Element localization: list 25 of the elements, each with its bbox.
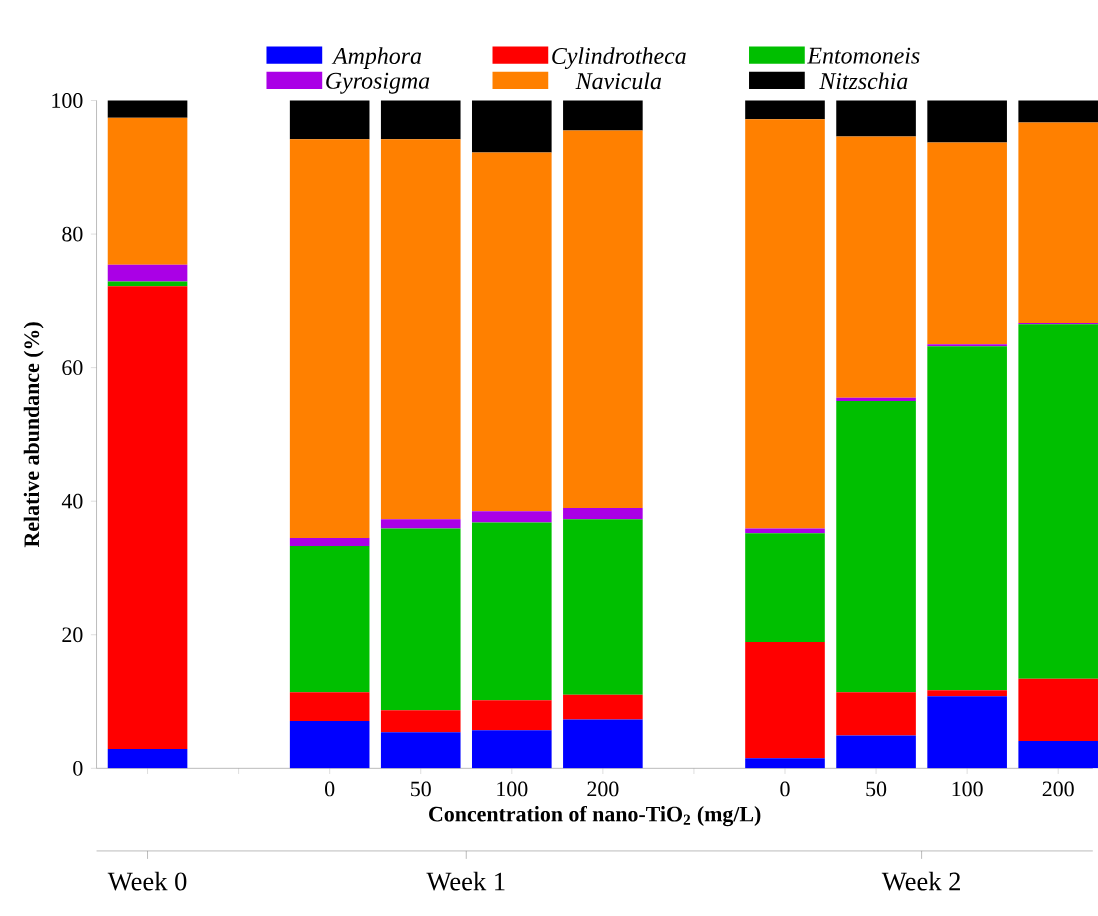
legend-label: Gyrosigma <box>326 72 430 94</box>
x-tick-label: 0 <box>780 781 790 797</box>
y-tick-label: 20 <box>62 627 83 643</box>
x-tick-label: 200 <box>587 781 619 797</box>
y-tick-label: 0 <box>73 761 83 776</box>
x-tick-label: 50 <box>411 781 431 797</box>
y-tick-label: 80 <box>62 226 83 242</box>
legend-label: Amphora <box>331 47 422 70</box>
text: Week 0 <box>107 871 187 891</box>
legend-label: Cylindrotheca <box>552 47 686 70</box>
text: Week 1 <box>426 871 505 891</box>
legend-label: Entomoneis <box>807 47 920 64</box>
x-tick-label: 100 <box>497 781 528 797</box>
y-tick-label: 100 <box>52 93 83 109</box>
x-tick-label: 0 <box>325 781 335 797</box>
y-tick-label: 60 <box>62 360 83 376</box>
legend-label: Navicula <box>575 72 662 90</box>
x-tick-label: 100 <box>952 781 983 797</box>
legend-label: Nitzschia <box>819 72 908 90</box>
x-tick-label: 50 <box>866 781 887 797</box>
x-axis-title: Concentration of nano-TiO$_{2}$ (mg/L) <box>429 806 761 827</box>
text: Week 2 <box>881 871 960 891</box>
y-tick-label: 40 <box>61 493 83 509</box>
x-tick-label: 200 <box>1042 781 1074 797</box>
y-axis-title: Relative abundance (%) <box>23 322 44 548</box>
